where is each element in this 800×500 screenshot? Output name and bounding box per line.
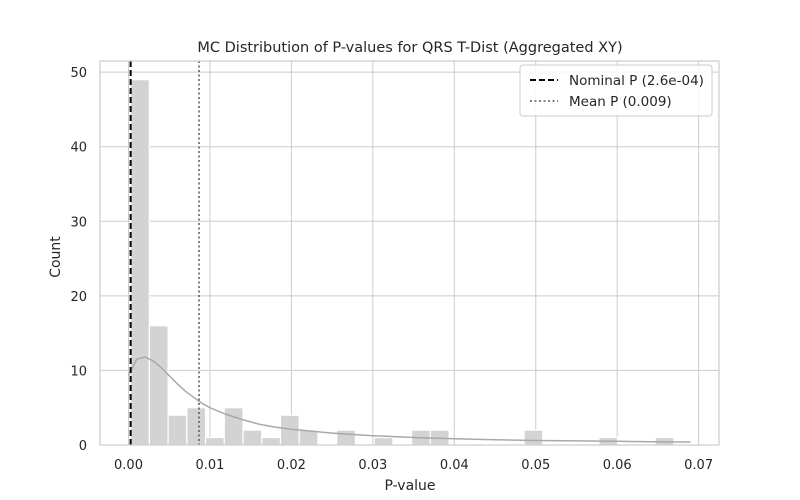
grid-lines <box>100 61 719 446</box>
histogram-bar <box>261 436 282 446</box>
y-axis-ticks: 0 10 20 30 40 50 <box>70 66 87 454</box>
legend-label-nominal: Nominal P (2.6e-04) <box>569 73 704 89</box>
histogram-bar <box>523 429 544 446</box>
y-tick-label: 30 <box>70 215 87 230</box>
x-axis-label: P-value <box>384 478 435 494</box>
histogram-bar <box>167 414 188 446</box>
x-tick-label: 0.01 <box>195 458 224 473</box>
x-tick-label: 0.07 <box>684 458 713 473</box>
y-axis-label: Count <box>48 236 64 278</box>
y-tick-label: 40 <box>70 141 87 156</box>
x-tick-label: 0.06 <box>603 458 632 473</box>
histogram-bar <box>204 436 225 446</box>
x-tick-label: 0.04 <box>440 458 469 473</box>
x-tick-label: 0.02 <box>277 458 306 473</box>
histogram-bar <box>298 429 319 446</box>
y-tick-label: 0 <box>79 439 87 454</box>
legend: Nominal P (2.6e-04) Mean P (0.009) <box>519 64 713 117</box>
histogram-bars <box>130 79 675 446</box>
y-tick-label: 20 <box>70 290 87 305</box>
x-axis-ticks: 0.00 0.01 0.02 0.03 0.04 0.05 0.06 0.07 <box>114 458 713 473</box>
y-tick-label: 10 <box>70 364 87 379</box>
histogram-bar <box>148 325 169 446</box>
histogram-bar <box>373 436 394 446</box>
reference-lines <box>129 61 200 445</box>
histogram-bar <box>242 429 263 446</box>
histogram-bar <box>186 407 207 446</box>
x-tick-label: 0.00 <box>114 458 143 473</box>
histogram-bar <box>223 407 244 446</box>
y-tick-label: 50 <box>70 66 87 81</box>
x-tick-label: 0.05 <box>521 458 550 473</box>
legend-label-mean: Mean P (0.009) <box>569 94 672 110</box>
kde-curve <box>127 356 691 443</box>
chart-title: MC Distribution of P-values for QRS T-Di… <box>197 40 622 56</box>
histogram-bar <box>336 429 357 446</box>
histogram-bar <box>130 79 150 446</box>
legend-box <box>519 64 713 117</box>
plot-frame <box>99 60 720 446</box>
x-tick-label: 0.03 <box>358 458 387 473</box>
